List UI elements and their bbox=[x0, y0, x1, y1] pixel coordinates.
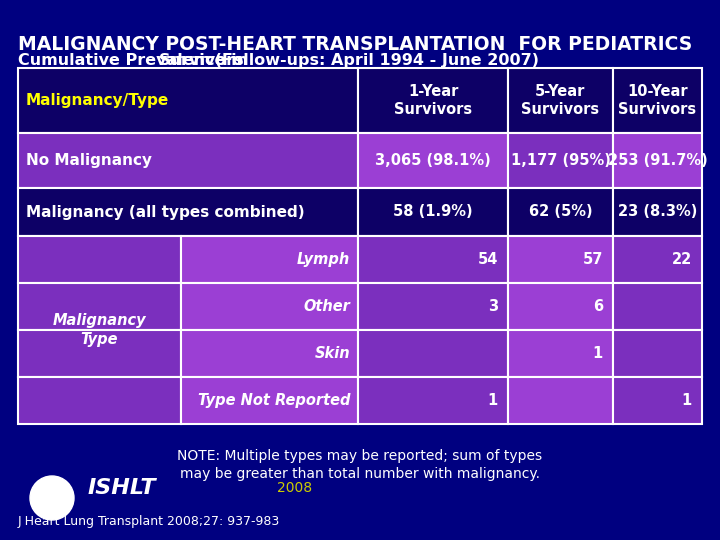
Bar bbox=[358, 330, 508, 377]
Bar bbox=[358, 236, 508, 283]
Bar bbox=[613, 188, 702, 236]
Text: 1: 1 bbox=[593, 346, 603, 361]
Bar bbox=[181, 236, 358, 283]
Bar bbox=[358, 68, 508, 133]
Bar bbox=[508, 330, 613, 377]
Bar bbox=[358, 283, 508, 330]
Bar bbox=[508, 377, 613, 424]
Bar bbox=[508, 133, 613, 188]
Bar bbox=[18, 188, 358, 236]
Bar bbox=[358, 377, 508, 424]
Bar bbox=[358, 133, 508, 188]
Text: 3: 3 bbox=[488, 299, 498, 314]
Bar bbox=[18, 236, 181, 283]
Circle shape bbox=[38, 484, 66, 512]
Bar bbox=[181, 330, 358, 377]
Text: 5-Year
Survivors: 5-Year Survivors bbox=[521, 84, 600, 117]
Text: Other: Other bbox=[303, 299, 350, 314]
Bar bbox=[613, 377, 702, 424]
Text: Malignancy (all types combined): Malignancy (all types combined) bbox=[26, 205, 305, 219]
Circle shape bbox=[30, 476, 74, 520]
Bar bbox=[508, 236, 613, 283]
Circle shape bbox=[32, 478, 72, 518]
Text: 23 (8.3%): 23 (8.3%) bbox=[618, 205, 697, 219]
Bar bbox=[181, 283, 358, 330]
Bar bbox=[181, 377, 358, 424]
Text: MALIGNANCY POST-HEART TRANSPLANTATION  FOR PEDIATRICS: MALIGNANCY POST-HEART TRANSPLANTATION FO… bbox=[18, 35, 692, 54]
Text: Lymph: Lymph bbox=[297, 252, 350, 267]
Text: 10-Year
Survivors: 10-Year Survivors bbox=[618, 84, 696, 117]
Bar bbox=[613, 68, 702, 133]
Bar bbox=[18, 68, 358, 133]
Text: 3,065 (98.1%): 3,065 (98.1%) bbox=[375, 153, 491, 168]
Text: 253 (91.7%): 253 (91.7%) bbox=[608, 153, 707, 168]
Text: No Malignancy: No Malignancy bbox=[26, 153, 152, 168]
Text: 62 (5%): 62 (5%) bbox=[528, 205, 593, 219]
Text: 58 (1.9%): 58 (1.9%) bbox=[393, 205, 473, 219]
Text: Type Not Reported: Type Not Reported bbox=[197, 393, 350, 408]
Bar bbox=[508, 68, 613, 133]
Bar bbox=[358, 188, 508, 236]
Text: Skin: Skin bbox=[315, 346, 350, 361]
Bar bbox=[18, 133, 358, 188]
Bar bbox=[508, 188, 613, 236]
Text: 1: 1 bbox=[682, 393, 692, 408]
Text: 54: 54 bbox=[477, 252, 498, 267]
Bar bbox=[18, 330, 181, 377]
Bar bbox=[613, 236, 702, 283]
Text: Malignancy
Type: Malignancy Type bbox=[53, 313, 146, 347]
Text: Cumulative Prevalence in: Cumulative Prevalence in bbox=[18, 53, 253, 68]
Bar bbox=[613, 133, 702, 188]
Text: 22: 22 bbox=[672, 252, 692, 267]
Text: (Follow-ups: April 1994 - June 2007): (Follow-ups: April 1994 - June 2007) bbox=[209, 53, 539, 68]
Text: 1-Year
Survivors: 1-Year Survivors bbox=[394, 84, 472, 117]
Text: Survivors: Survivors bbox=[158, 53, 244, 68]
Text: J Heart Lung Transplant 2008;27: 937-983: J Heart Lung Transplant 2008;27: 937-983 bbox=[18, 516, 280, 529]
Text: Malignancy/Type: Malignancy/Type bbox=[26, 93, 169, 108]
Bar bbox=[18, 283, 181, 330]
Bar bbox=[613, 283, 702, 330]
Text: 6: 6 bbox=[593, 299, 603, 314]
Circle shape bbox=[43, 489, 61, 507]
Text: 1,177 (95%): 1,177 (95%) bbox=[510, 153, 611, 168]
Text: 57: 57 bbox=[582, 252, 603, 267]
Text: 1: 1 bbox=[487, 393, 498, 408]
Text: 2008: 2008 bbox=[277, 481, 312, 495]
Bar bbox=[18, 377, 181, 424]
Bar bbox=[508, 283, 613, 330]
Bar bbox=[613, 330, 702, 377]
Text: NOTE: Multiple types may be reported; sum of types
may be greater than total num: NOTE: Multiple types may be reported; su… bbox=[177, 449, 543, 481]
Text: ISHLT: ISHLT bbox=[88, 478, 156, 498]
